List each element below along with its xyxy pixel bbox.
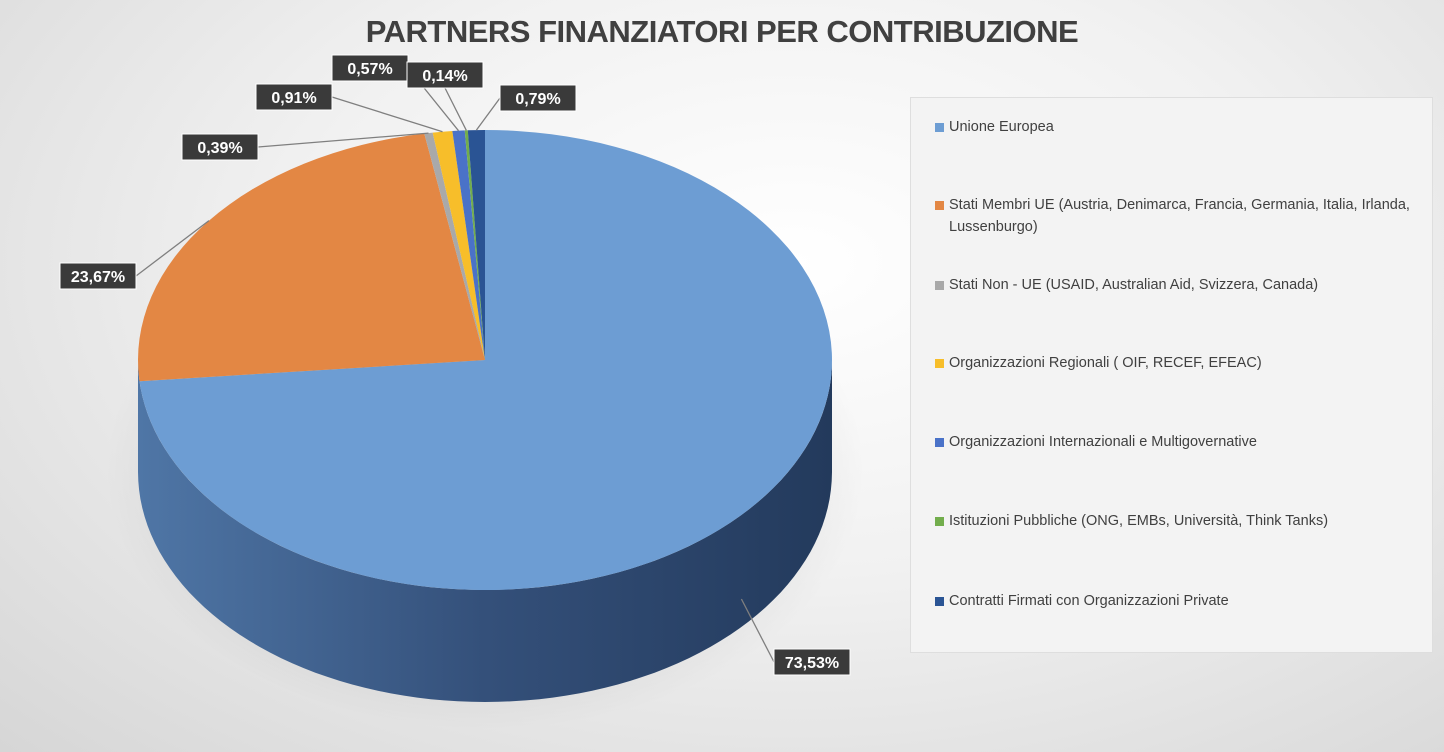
legend-label: Istituzioni Pubbliche (ONG, EMBs, Univer… [949,513,1329,529]
leader-line-1 [740,598,775,663]
legend-swatch [935,201,944,210]
legend-item: Istituzioni Pubbliche (ONG, EMBs, Univer… [935,510,1422,532]
pie-slice-3 [424,132,485,360]
pie-slice-7 [467,129,485,360]
chart-title: PARTNERS FINANZIATORI PER CONTRIBUZIONE [365,14,1079,49]
pie-side [138,360,832,702]
legend-item: Organizzazioni Internazionali e Multigov… [935,431,1422,453]
leader-line-2 [135,220,210,277]
data-label-box [773,648,851,676]
legend-swatch [935,597,944,606]
leader-line-6 [444,87,467,131]
legend: Unione Europea Stati Membri UE (Austria, … [910,97,1433,653]
legend-label: Stati Non - UE (USAID, Australian Aid, S… [949,277,1319,293]
legend-item: Unione Europea [935,116,1422,138]
legend-label: Stati Membri UE (Austria, Denimarca, Fra… [949,197,1410,235]
legend-swatch [935,359,944,368]
legend-swatch [935,517,944,526]
legend-item: Stati Non - UE (USAID, Australian Aid, S… [935,274,1422,296]
data-label-box [255,83,333,111]
data-label-box [406,61,484,89]
data-label-value: 0,39% [197,140,242,157]
data-label-value: 0,79% [515,91,560,108]
pie-side-wall [138,360,832,702]
data-label-value: 73,53% [785,655,839,672]
data-label-box [59,262,137,290]
legend-swatch [935,123,944,132]
leader-line-7 [475,97,501,131]
pie-slice-4 [432,131,485,360]
leader-line-3 [257,132,429,148]
legend-label: Organizzazioni Regionali ( OIF, RECEF, E… [949,355,1262,371]
data-labels: 73,53% 23,67% 0,39% 0,91% 0,57% 0,14% 0,79% [59,54,851,676]
pie-slice-1 [139,130,833,590]
leader-line-4 [331,96,443,133]
data-label-3: 0,39% [181,133,259,161]
data-label-box [181,133,259,161]
legend-label: Contratti Firmati con Organizzazioni Pri… [949,593,1229,609]
data-label-6: 0,14% [406,61,484,89]
legend-item: Organizzazioni Regionali ( OIF, RECEF, E… [935,352,1422,374]
data-label-value: 23,67% [71,269,125,286]
pie-slice-2 [138,133,485,382]
data-label-box [499,84,577,112]
legend-swatch [935,281,944,290]
data-label-7: 0,79% [499,84,577,112]
data-label-5: 0,57% [331,54,409,82]
data-label-value: 0,14% [422,68,467,85]
legend-item: Stati Membri UE (Austria, Denimarca, Fra… [935,194,1422,238]
pie-slice-6 [464,130,485,360]
legend-label: Organizzazioni Internazionali e Multigov… [949,434,1257,450]
pie-slice-5 [452,130,485,360]
data-label-2: 23,67% [59,262,137,290]
data-label-box [331,54,409,82]
data-label-value: 0,57% [347,61,392,78]
data-label-4: 0,91% [255,83,333,111]
legend-item: Contratti Firmati con Organizzazioni Pri… [935,590,1422,612]
data-label-1: 73,53% [773,648,851,676]
legend-swatch [935,438,944,447]
pie-top [138,129,833,590]
data-label-value: 0,91% [271,90,316,107]
legend-label: Unione Europea [949,119,1054,135]
